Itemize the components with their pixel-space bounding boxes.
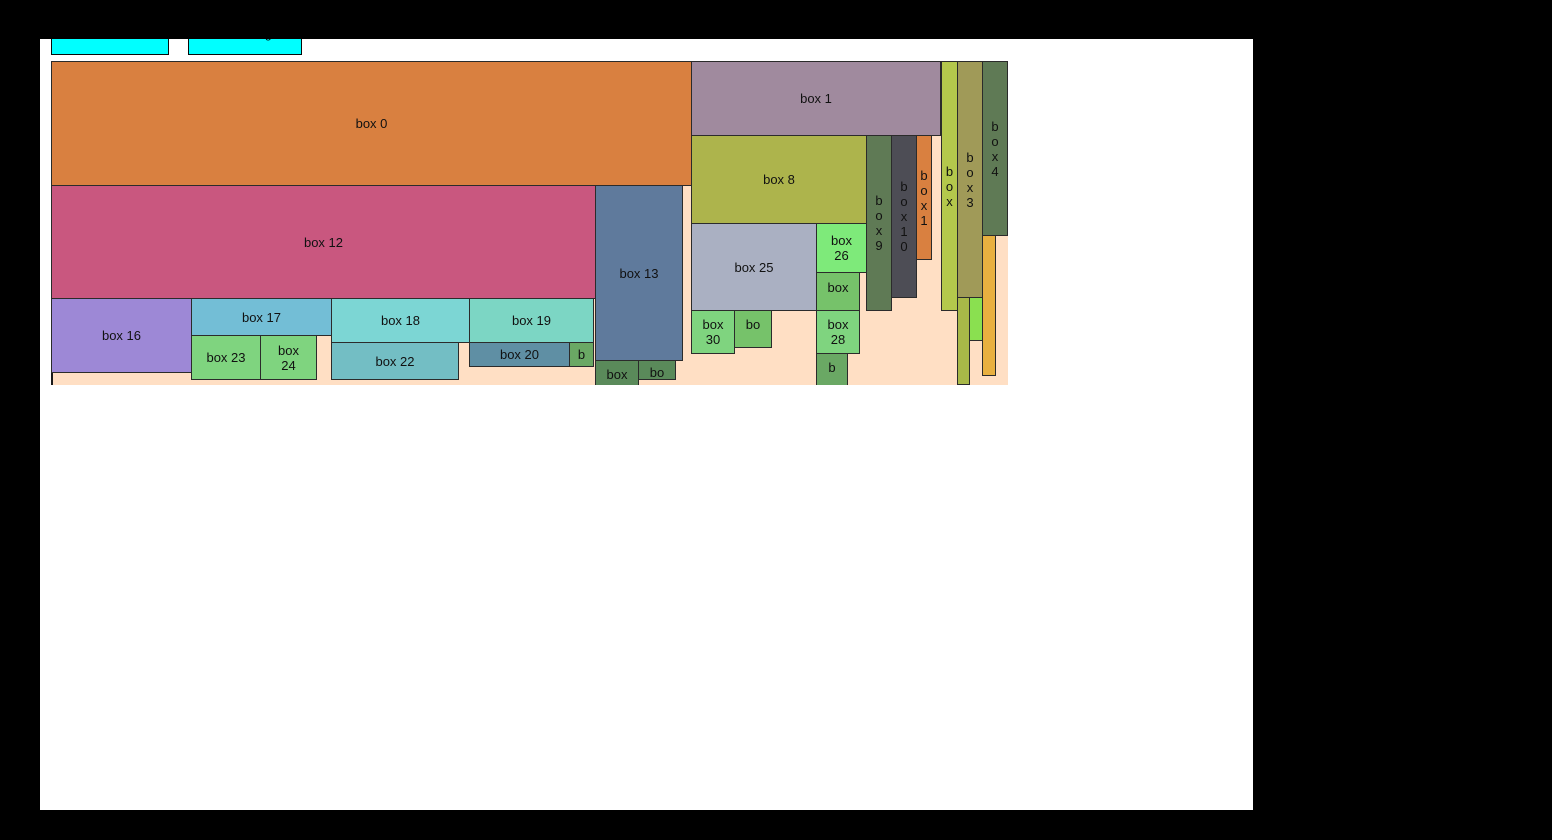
app-window: Save to Grid Show Image box 0 box 1 box …	[40, 39, 1253, 810]
box-8[interactable]: box 8	[691, 135, 867, 224]
save-to-grid-button[interactable]: Save to Grid	[51, 39, 169, 55]
box-29[interactable]: b	[816, 353, 848, 385]
box-packing-canvas: box 0 box 1 box 8 box 12 box 13 box 16 b…	[51, 61, 1008, 385]
box-17[interactable]: box 17	[191, 298, 332, 336]
box-0[interactable]: box 0	[51, 61, 692, 186]
box-11[interactable]: box1	[916, 135, 932, 260]
box-6[interactable]	[957, 297, 970, 385]
box-28[interactable]: box 28	[816, 310, 860, 354]
box-20[interactable]: box 20	[469, 342, 570, 367]
box-23[interactable]: box 23	[191, 335, 261, 380]
box-3[interactable]: box3	[957, 61, 983, 298]
box-9[interactable]: box9	[866, 135, 892, 311]
box-16[interactable]: box 16	[51, 298, 192, 373]
box-13[interactable]: box 13	[595, 185, 683, 361]
canvas-edge-line	[51, 371, 53, 385]
box-15[interactable]: bo	[638, 360, 676, 380]
box-7[interactable]	[969, 297, 983, 341]
box-12[interactable]: box 12	[51, 185, 596, 299]
box-18[interactable]: box 18	[331, 298, 470, 343]
box-26[interactable]: box 26	[816, 223, 867, 273]
box-14[interactable]: box	[595, 360, 639, 385]
box-5[interactable]: box	[941, 61, 958, 311]
box-1[interactable]: box 1	[691, 61, 941, 136]
box-22[interactable]: box 22	[331, 342, 459, 380]
box-25[interactable]: box 25	[691, 223, 817, 311]
box-2[interactable]	[982, 235, 996, 376]
box-31[interactable]: bo	[734, 310, 772, 348]
box-19[interactable]: box 19	[469, 298, 594, 343]
box-20b[interactable]: b	[569, 342, 594, 367]
box-27[interactable]: box	[816, 272, 860, 311]
box-30[interactable]: box 30	[691, 310, 735, 354]
box-4[interactable]: box4	[982, 61, 1008, 236]
box-10[interactable]: box10	[891, 135, 917, 298]
box-24[interactable]: box 24	[260, 335, 317, 380]
show-image-button[interactable]: Show Image	[188, 39, 302, 55]
